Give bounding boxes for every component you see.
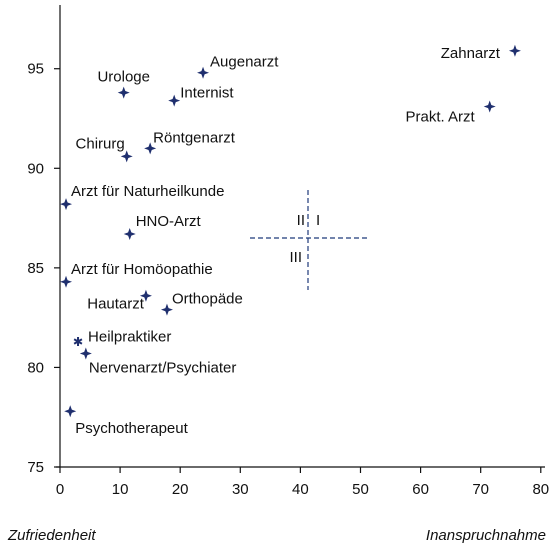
point (123, 228, 136, 241)
quadrant-label: I (316, 212, 320, 229)
point-label: Orthopäde (172, 291, 243, 308)
x-tick-label: 10 (112, 481, 129, 498)
point (60, 275, 73, 288)
x-tick-label: 20 (172, 481, 189, 498)
x-tick-label: 80 (532, 481, 549, 498)
point (117, 86, 130, 99)
y-tick-label: 75 (27, 459, 44, 476)
x-tick-label: 40 (292, 481, 309, 498)
y-tick-label: 95 (27, 61, 44, 78)
point (79, 347, 92, 360)
point (508, 44, 521, 57)
point-label: Augenarzt (210, 54, 279, 71)
point-label: Nervenarzt/Psychiater (89, 359, 237, 376)
point (120, 150, 133, 163)
x-tick-label: 30 (232, 481, 249, 498)
point-label: Internist (180, 85, 234, 102)
point (60, 198, 73, 211)
x-tick-label: 60 (412, 481, 429, 498)
point-label: Chirurg (76, 135, 125, 152)
point (160, 303, 173, 316)
y-tick-label: 80 (27, 359, 44, 376)
point-label: Zahnarzt (441, 45, 501, 62)
point (197, 66, 210, 79)
point (139, 289, 152, 302)
x-tick-label: 0 (56, 481, 64, 498)
x-axis-label: Inanspruchnahme (426, 527, 546, 544)
y-axis-label: Zufriedenheit (7, 527, 96, 544)
point-label: Prakt. Arzt (406, 109, 476, 126)
point-label: Arzt für Naturheilkunde (71, 183, 224, 200)
point (168, 94, 181, 107)
point-label: Heilpraktiker (88, 329, 171, 346)
point-label: Röntgenarzt (153, 129, 236, 146)
point (144, 142, 157, 155)
quadrant-label: III (289, 249, 302, 266)
point-label: Hautarzt (87, 296, 145, 313)
y-tick-label: 85 (27, 260, 44, 277)
point (483, 100, 496, 113)
point-label: Psychotherapeut (75, 420, 188, 437)
x-tick-label: 70 (472, 481, 489, 498)
y-tick-label: 90 (27, 160, 44, 177)
point-label: Urologe (97, 69, 150, 86)
quadrant-label: II (297, 212, 305, 229)
point (64, 405, 77, 418)
x-tick-label: 50 (352, 481, 369, 498)
point (73, 337, 83, 347)
point-label: HNO-Arzt (136, 213, 202, 230)
point-label: Arzt für Homöopathie (71, 261, 213, 278)
